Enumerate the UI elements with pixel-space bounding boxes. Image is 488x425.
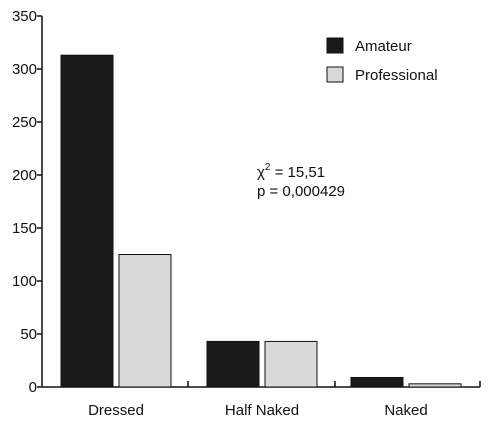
bar-professional-dressed — [118, 254, 172, 388]
bar-amateur-dressed — [60, 54, 114, 388]
bar-professional-naked — [408, 383, 462, 388]
bars — [60, 54, 462, 388]
y-tick-label: 300 — [12, 61, 37, 78]
y-tick-label: 150 — [12, 220, 37, 237]
y-tick-label: 200 — [12, 167, 37, 184]
y-tick-label: 250 — [12, 114, 37, 131]
x-category-label: Naked — [384, 402, 427, 419]
y-tick-label: 50 — [20, 326, 37, 343]
legend-label-amateur: Amateur — [355, 38, 412, 55]
legend: Amateur Professional — [326, 37, 438, 84]
x-category-label: Dressed — [88, 402, 144, 419]
y-tick-label: 100 — [12, 273, 37, 290]
x-category-label: Half Naked — [225, 402, 299, 419]
y-axis: 0 50 100 150 200 250 300 350 — [12, 8, 43, 396]
y-tick-label: 350 — [12, 8, 37, 25]
chi-symbol: χ — [257, 164, 265, 181]
chi-square-label: χ2 = 15,51 — [257, 162, 325, 181]
p-value-label: p = 0,000429 — [257, 183, 345, 200]
bar-professional-half-naked — [264, 340, 318, 388]
chi-value: = 15,51 — [270, 164, 325, 181]
legend-swatch-amateur — [326, 37, 344, 54]
bar-amateur-half-naked — [206, 340, 260, 388]
chi-exponent: 2 — [265, 162, 271, 173]
stats-annotation: χ2 = 15,51 p = 0,000429 — [257, 162, 345, 200]
legend-swatch-professional — [326, 66, 344, 83]
y-tick-label: 0 — [29, 379, 37, 396]
x-axis: Dressed Half Naked Naked — [42, 381, 481, 419]
bar-amateur-naked — [350, 376, 404, 388]
legend-label-professional: Professional — [355, 67, 438, 84]
